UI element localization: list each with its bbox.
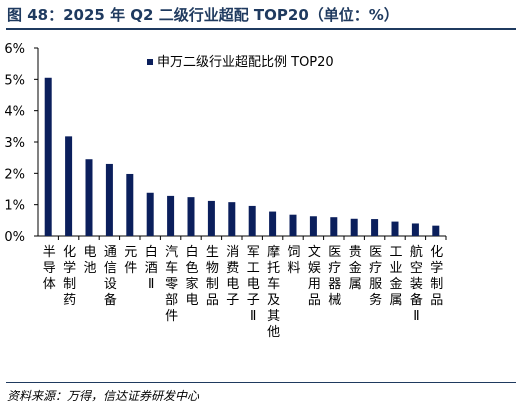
y-tick-label: 6% [4,42,25,57]
bar [65,136,73,236]
legend-swatch [147,59,153,65]
bar [126,173,134,236]
x-tick-label: 化学制品 [430,245,443,308]
figure-title: 图 48：2025 年 Q2 二级行业超配 TOP20（单位：%） [7,6,399,24]
x-tick-label: 白酒 Ⅱ [145,244,158,292]
title-rule [6,28,516,30]
x-tick-label: 元件 [124,245,137,276]
bar [411,223,419,236]
x-tick-label: 汽车零部件 [165,245,178,324]
source-rule [6,382,516,383]
x-tick-label: 消费电子 [226,245,239,308]
x-tick-label: 工业金属 [389,245,402,308]
x-tick-label: 医疗服务 [369,245,382,308]
y-tick-label: 0% [4,230,25,245]
x-tick-label: 通信设备 [104,245,117,308]
x-tick-label: 生物制品 [206,245,219,308]
bar [207,200,215,236]
x-tick-label: 半导体 [43,245,56,292]
x-tick-label: 化学制药 [63,245,76,308]
x-tick-label: 电池 [83,245,96,276]
y-tick-label: 1% [4,199,25,214]
y-tick-label: 3% [4,136,25,151]
bar [269,211,277,236]
x-tick-label: 白色家电 [185,244,198,308]
x-tick-label: 军工电子 Ⅱ [247,245,260,324]
x-tick-label: 文娱用品 [308,245,321,308]
bar [330,217,338,236]
bar [44,77,52,237]
y-tick-label: 4% [4,105,25,120]
bar [432,225,440,236]
x-tick-label: 摩托车及其他 [267,244,280,340]
bar [371,219,379,236]
x-tick-label: 饲料 [287,245,300,276]
y-axis-ticks: 0% 1% 2% 3% 4% 5% 6% [4,42,38,245]
chart-axes [37,48,446,237]
y-tick-label: 2% [4,167,25,182]
bar [228,202,236,236]
bar [146,192,154,236]
x-tick-label: 航空装备 Ⅱ [410,244,423,324]
x-tick-label: 医疗器械 [328,245,341,308]
bar [309,216,317,236]
bar [187,197,195,236]
legend-label: 申万二级行业超配比例 TOP20 [157,55,334,70]
bar [289,214,297,236]
bar [85,159,93,236]
y-tick-label: 5% [4,73,25,88]
source-note: 资料来源：万得，信达证券研发中心 [7,389,200,403]
bar [391,221,399,236]
bar [248,205,256,236]
bar-series [44,77,440,237]
chart-legend: 申万二级行业超配比例 TOP20 [147,55,334,70]
bar [167,195,175,236]
x-tick-label: 贵金属 [349,245,362,292]
bar [105,163,113,236]
bar [350,218,358,236]
